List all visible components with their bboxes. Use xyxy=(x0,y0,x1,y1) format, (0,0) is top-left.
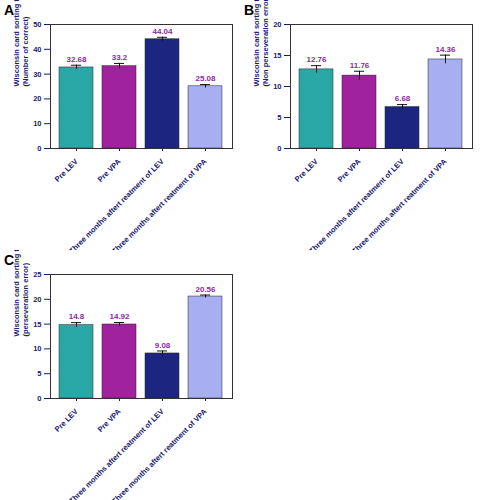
svg-text:Three months aftert reatment o: Three months aftert reatment of VPA xyxy=(110,407,209,500)
svg-text:14.36: 14.36 xyxy=(435,45,456,54)
svg-text:32.68: 32.68 xyxy=(66,55,87,64)
svg-text:Three months aftert reatment o: Three months aftert reatment of VPA xyxy=(110,157,209,250)
svg-text:40: 40 xyxy=(33,45,41,54)
svg-text:14.92: 14.92 xyxy=(109,312,130,321)
svg-text:Pre LEV: Pre LEV xyxy=(293,157,320,184)
svg-text:Pre VPA: Pre VPA xyxy=(96,407,123,434)
svg-text:20: 20 xyxy=(33,295,41,304)
svg-text:30: 30 xyxy=(33,70,41,79)
svg-text:Pre LEV: Pre LEV xyxy=(53,407,80,434)
html-text:B: B xyxy=(244,2,255,18)
svg-text:Pre LEV: Pre LEV xyxy=(53,157,80,184)
svg-text:0: 0 xyxy=(37,394,41,403)
html-text:C: C xyxy=(4,252,15,268)
svg-text:15: 15 xyxy=(273,51,281,60)
svg-text:14.8: 14.8 xyxy=(69,312,85,321)
svg-text:Pre VPA: Pre VPA xyxy=(336,157,363,184)
svg-text:Three months aftert reatment o: Three months aftert reatment of VPA xyxy=(350,157,449,250)
svg-text:0: 0 xyxy=(277,144,281,153)
svg-text:11.76: 11.76 xyxy=(350,61,370,70)
svg-text:12.76: 12.76 xyxy=(306,55,327,64)
svg-text:Three months aftert reatment o: Three months aftert reatment of LEV xyxy=(307,157,405,250)
svg-text:25.08: 25.08 xyxy=(195,74,216,83)
svg-text:0: 0 xyxy=(37,144,41,153)
svg-text:10: 10 xyxy=(33,344,41,353)
html-text:A: A xyxy=(4,2,15,18)
svg-text:6.68: 6.68 xyxy=(395,94,411,103)
svg-text:5: 5 xyxy=(277,113,281,122)
svg-text:10: 10 xyxy=(33,119,41,128)
svg-text:Three months aftert reatment o: Three months aftert reatment of LEV xyxy=(67,157,165,250)
svg-text:44.04: 44.04 xyxy=(152,27,173,36)
svg-text:9.08: 9.08 xyxy=(155,341,171,350)
svg-text:25: 25 xyxy=(33,270,41,279)
svg-text:10: 10 xyxy=(273,82,281,91)
svg-text:Wisconsin card sorting test(Nu: Wisconsin card sorting test(Number of co… xyxy=(12,0,30,87)
svg-text:Pre VPA: Pre VPA xyxy=(96,157,123,184)
svg-text:Wisconsin card sorting test(pe: Wisconsin card sorting test(perseveratio… xyxy=(12,250,30,337)
svg-text:Wisconsin card sorting test(No: Wisconsin card sorting test(Non persever… xyxy=(252,0,270,87)
svg-text:15: 15 xyxy=(33,320,41,329)
svg-text:20: 20 xyxy=(33,94,41,103)
svg-text:20: 20 xyxy=(273,20,281,29)
svg-text:5: 5 xyxy=(37,369,41,378)
svg-text:50: 50 xyxy=(33,20,41,29)
svg-text:Three months aftert reatment o: Three months aftert reatment of LEV xyxy=(67,407,165,500)
svg-text:20.56: 20.56 xyxy=(195,285,216,294)
svg-text:33.2: 33.2 xyxy=(112,53,128,62)
